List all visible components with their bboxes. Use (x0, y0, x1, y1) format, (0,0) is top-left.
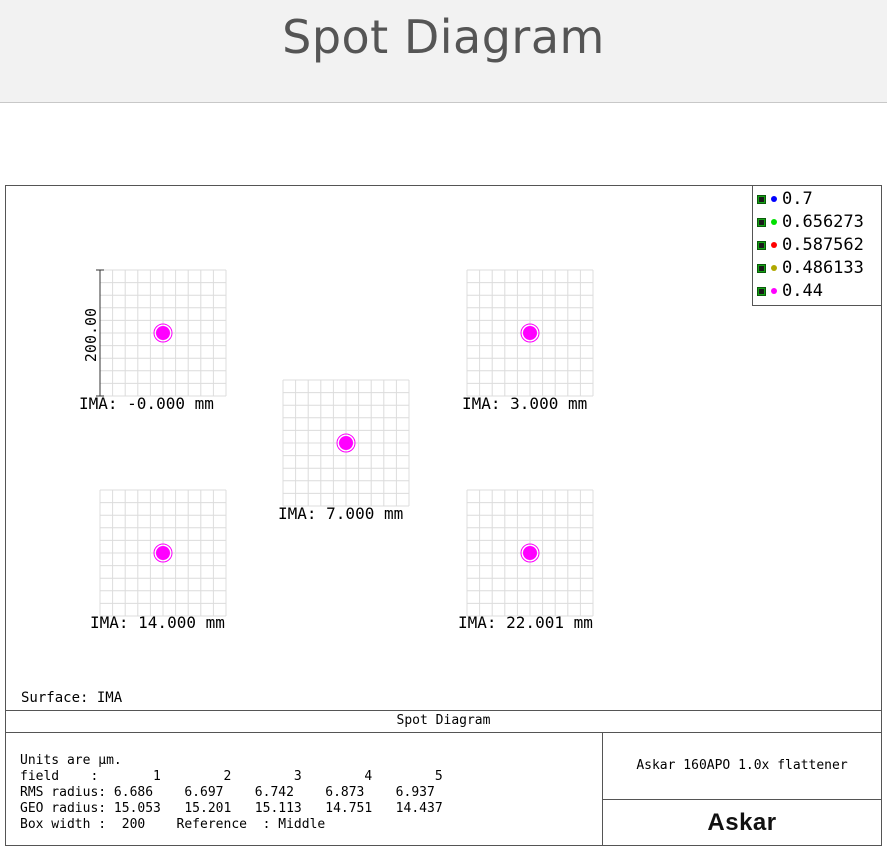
spot-outline (520, 543, 540, 563)
field-label: IMA: 3.000 mm (462, 394, 587, 413)
spot-point (523, 326, 537, 340)
legend-dot-icon (771, 219, 777, 225)
spot-field-2: IMA: 3.000 mm (462, 269, 594, 413)
field-label: IMA: 22.001 mm (458, 613, 593, 632)
checkbox-icon[interactable] (757, 240, 766, 250)
legend-dot-icon (771, 288, 777, 294)
spot-field-1: IMA: -0.000 mm (79, 269, 227, 413)
askar-logo: Askar (707, 809, 777, 836)
legend-dot-icon (771, 265, 777, 271)
spot-field-3: IMA: 7.000 mm (278, 379, 410, 523)
spot-point (523, 546, 537, 560)
lens-name: Askar 160APO 1.0x flattener (603, 733, 881, 800)
field-label: IMA: 14.000 mm (90, 613, 225, 632)
scale-bar: 200.00 (82, 269, 104, 397)
legend-label: 0.7 (782, 189, 813, 209)
scale-bar-label: 200.00 (82, 308, 100, 362)
surface-label: Surface: IMA (21, 690, 123, 706)
wavelength-legend: 0.7 0.656273 0.587562 0.486133 0.44 (752, 185, 882, 306)
legend-label: 0.486133 (782, 258, 864, 278)
info-line: GEO radius: 15.053 15.201 15.113 14.751 … (20, 801, 443, 816)
legend-dot-icon (771, 242, 777, 248)
field-label: IMA: -0.000 mm (79, 394, 214, 413)
spot-point (156, 546, 170, 560)
checkbox-icon[interactable] (757, 263, 766, 273)
spot-diagram-plot (5, 185, 882, 711)
page-title: Spot Diagram (282, 10, 605, 64)
spot-point (339, 436, 353, 450)
legend-item[interactable]: 0.486133 (757, 257, 864, 279)
legend-item[interactable]: 0.7 (757, 188, 813, 210)
info-line: Units are µm. (20, 753, 122, 768)
spot-field-5: IMA: 22.001 mm (458, 489, 594, 632)
info-line: RMS radius: 6.686 6.697 6.742 6.873 6.93… (20, 785, 435, 800)
spot-outline (520, 323, 540, 343)
field-label: IMA: 7.000 mm (278, 504, 403, 523)
legend-dot-icon (771, 196, 777, 202)
legend-item[interactable]: 0.44 (757, 280, 823, 302)
legend-item[interactable]: 0.587562 (757, 234, 864, 256)
spot-point (156, 326, 170, 340)
info-box: Units are µm. field : 1 2 3 4 5 RMS radi… (5, 732, 882, 846)
spot-outline (336, 433, 356, 453)
spot-diagram-canvas: IMA: -0.000 mm IMA: 3.000 mm IMA: 7.000 mm… (79, 269, 594, 632)
legend-label: 0.656273 (782, 212, 864, 232)
checkbox-icon[interactable] (757, 286, 766, 296)
info-data-panel: Units are µm. field : 1 2 3 4 5 RMS radi… (6, 733, 603, 845)
page-header: Spot Diagram (0, 0, 887, 103)
spot-outline (153, 323, 173, 343)
footer-title: Spot Diagram (5, 711, 882, 733)
legend-label: 0.44 (782, 281, 823, 301)
info-line: field : 1 2 3 4 5 (20, 769, 443, 784)
checkbox-icon[interactable] (757, 194, 766, 204)
legend-item[interactable]: 0.656273 (757, 211, 864, 233)
info-line: Box width : 200 Reference : Middle (20, 817, 326, 832)
checkbox-icon[interactable] (757, 217, 766, 227)
spot-field-4: IMA: 14.000 mm (90, 489, 227, 632)
spot-outline (153, 543, 173, 563)
legend-label: 0.587562 (782, 235, 864, 255)
